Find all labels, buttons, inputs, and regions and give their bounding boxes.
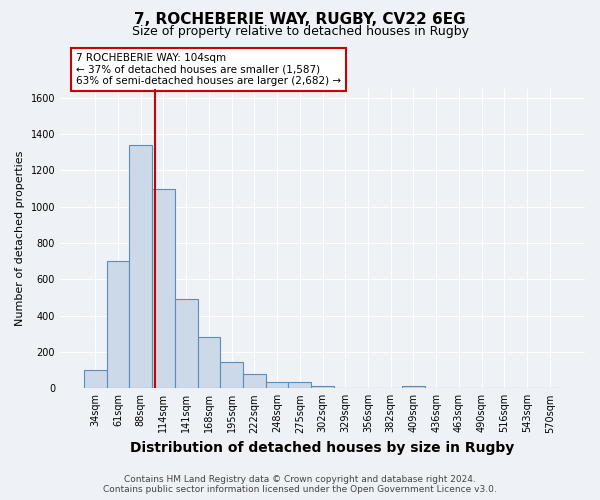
Text: 7 ROCHEBERIE WAY: 104sqm
← 37% of detached houses are smaller (1,587)
63% of sem: 7 ROCHEBERIE WAY: 104sqm ← 37% of detach… — [76, 52, 341, 86]
Bar — [289, 382, 311, 388]
Bar — [220, 362, 243, 388]
Bar — [175, 300, 197, 388]
Bar — [107, 261, 130, 388]
Bar — [402, 386, 425, 388]
Bar — [84, 370, 107, 388]
Bar — [266, 382, 289, 388]
Text: Contains HM Land Registry data © Crown copyright and database right 2024.
Contai: Contains HM Land Registry data © Crown c… — [103, 474, 497, 494]
Bar — [152, 188, 175, 388]
Bar — [243, 374, 266, 388]
Text: Size of property relative to detached houses in Rugby: Size of property relative to detached ho… — [131, 25, 469, 38]
Bar — [311, 386, 334, 388]
X-axis label: Distribution of detached houses by size in Rugby: Distribution of detached houses by size … — [130, 441, 515, 455]
Bar — [130, 145, 152, 388]
Bar — [197, 336, 220, 388]
Y-axis label: Number of detached properties: Number of detached properties — [15, 151, 25, 326]
Text: 7, ROCHEBERIE WAY, RUGBY, CV22 6EG: 7, ROCHEBERIE WAY, RUGBY, CV22 6EG — [134, 12, 466, 28]
